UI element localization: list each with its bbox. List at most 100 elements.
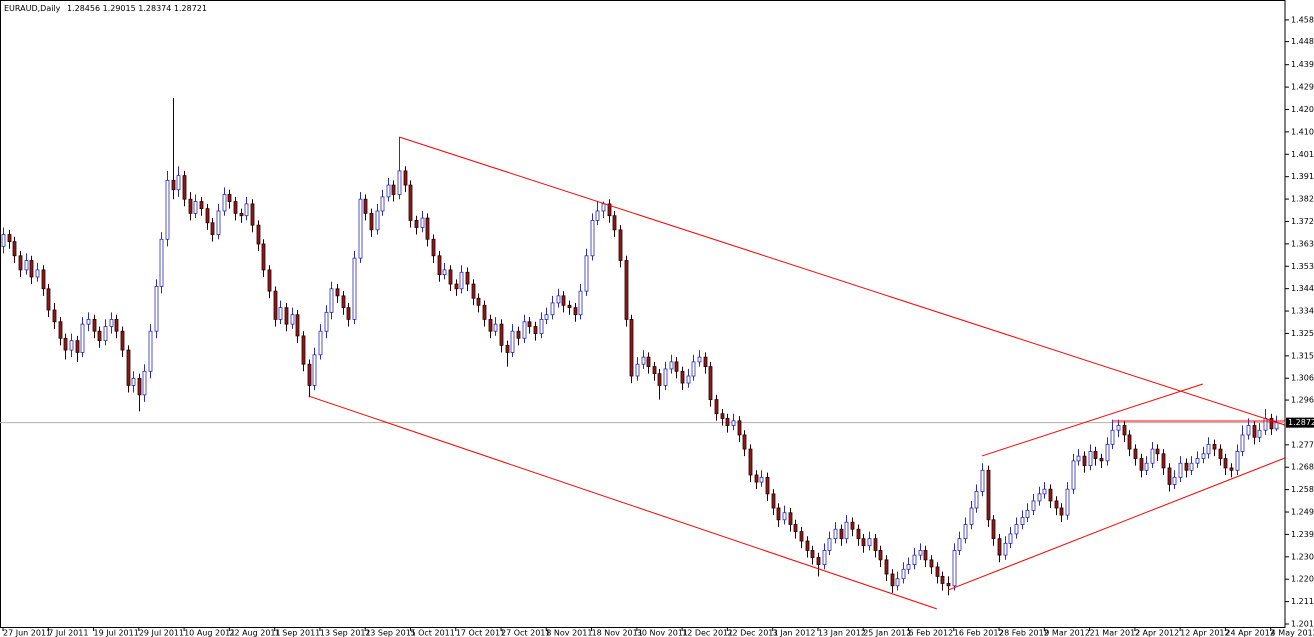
candle-body (510, 330, 515, 353)
candle-body (131, 377, 136, 386)
candle-body (759, 476, 764, 483)
candle-body (176, 175, 181, 191)
candle-body (799, 531, 804, 542)
x-tick-label: 24 Apr 2012 (1225, 629, 1274, 637)
candle-body (890, 573, 895, 587)
candle-body (1172, 476, 1177, 485)
candle-body (1269, 418, 1274, 430)
candle-body (18, 255, 23, 271)
candle-body (273, 290, 278, 320)
candle-body (810, 550, 815, 558)
candle-body (114, 319, 119, 332)
x-tick-label: 25 Jan 2012 (863, 629, 911, 637)
candle-body (601, 203, 606, 212)
candle-body (935, 566, 940, 577)
candle-body (986, 469, 991, 521)
y-tick-label: 1.29680 (1291, 396, 1314, 405)
candle-body (522, 321, 527, 339)
y-tick-label: 1.23030 (1291, 552, 1314, 561)
candle-body (1099, 458, 1104, 462)
candle-body (278, 307, 283, 320)
candle-body (680, 370, 685, 384)
y-tick-label: 1.42005 (1291, 105, 1314, 114)
candle-body (335, 288, 340, 297)
candle-body (1093, 451, 1098, 459)
candle-body (1184, 462, 1189, 471)
candle-body (1025, 509, 1030, 518)
candle-body (408, 184, 413, 221)
candle-body (171, 179, 176, 191)
candle-body (476, 297, 481, 306)
candle-body (816, 557, 821, 565)
candle-body (550, 302, 555, 316)
candle-body (137, 377, 142, 396)
candle-body (573, 307, 578, 316)
x-tick-label: 22 Dec 2011 (727, 629, 778, 637)
candle-body (69, 340, 74, 351)
candle-body (193, 201, 198, 214)
x-tick-label: 22 Aug 2011 (229, 629, 280, 637)
candle-body (290, 314, 295, 325)
candle-body (805, 540, 810, 551)
candle-body (80, 323, 85, 353)
candle-body (946, 583, 951, 587)
candle-body (754, 474, 759, 483)
candle-body (646, 356, 651, 367)
candle-body (493, 323, 498, 332)
candle-body (1014, 524, 1019, 535)
x-tick-label: 12 Apr 2012 (1180, 629, 1229, 637)
y-tick-label: 1.31555 (1291, 351, 1314, 360)
candle-body (1206, 443, 1211, 455)
x-tick-label: 29 Jul 2011 (139, 629, 184, 637)
candle-body (284, 307, 289, 325)
candle-body (906, 564, 911, 570)
candle-body (516, 330, 521, 339)
candle-body (1133, 448, 1138, 459)
x-tick-label: 10 Aug 2011 (184, 629, 235, 637)
candle-body (397, 170, 402, 195)
y-tick-label: 1.42955 (1291, 83, 1314, 92)
candle-body (1212, 443, 1217, 450)
trendline (947, 457, 1285, 591)
candle-body (691, 361, 696, 377)
candle-body (867, 538, 872, 547)
candle-body (261, 243, 266, 271)
plot-frame (0, 0, 1286, 628)
candle-body (748, 448, 753, 476)
candle-body (58, 321, 63, 339)
candle-body (312, 354, 317, 386)
candle-body (1048, 488, 1053, 502)
x-tick-label: 13 Sep 2011 (320, 629, 371, 637)
candle-body (1, 234, 6, 247)
low-value: 1.28374 (138, 4, 171, 13)
x-tick-label: 28 Feb 2012 (999, 629, 1049, 637)
candle-body (1110, 429, 1115, 445)
candle-body (686, 375, 691, 384)
candle-body (471, 283, 476, 299)
candle-body (720, 413, 725, 419)
candle-body (380, 196, 385, 212)
candle-body (301, 335, 306, 365)
candle-body (159, 238, 164, 287)
candle-body (454, 283, 459, 290)
candle-body (1144, 462, 1149, 471)
candle-body (329, 288, 334, 313)
candle-body (918, 550, 923, 556)
candle-body (142, 370, 147, 396)
candle-body (612, 215, 617, 231)
close-value: 1.28721 (174, 4, 207, 13)
symbol: EURAUD,Daily (4, 4, 61, 13)
x-tick-label: 6 Feb 2012 (908, 629, 953, 637)
candle-body (527, 321, 532, 327)
candle-body (974, 491, 979, 509)
candle-body (29, 260, 34, 278)
candle-body (980, 469, 985, 492)
candle-body (75, 340, 80, 353)
candle-body (182, 175, 187, 200)
candle-body (674, 361, 679, 372)
candle-body (1116, 425, 1121, 431)
candle-body (346, 307, 351, 320)
x-tick-label: 7 Jul 2011 (48, 629, 88, 637)
y-tick-label: 1.32505 (1291, 329, 1314, 338)
